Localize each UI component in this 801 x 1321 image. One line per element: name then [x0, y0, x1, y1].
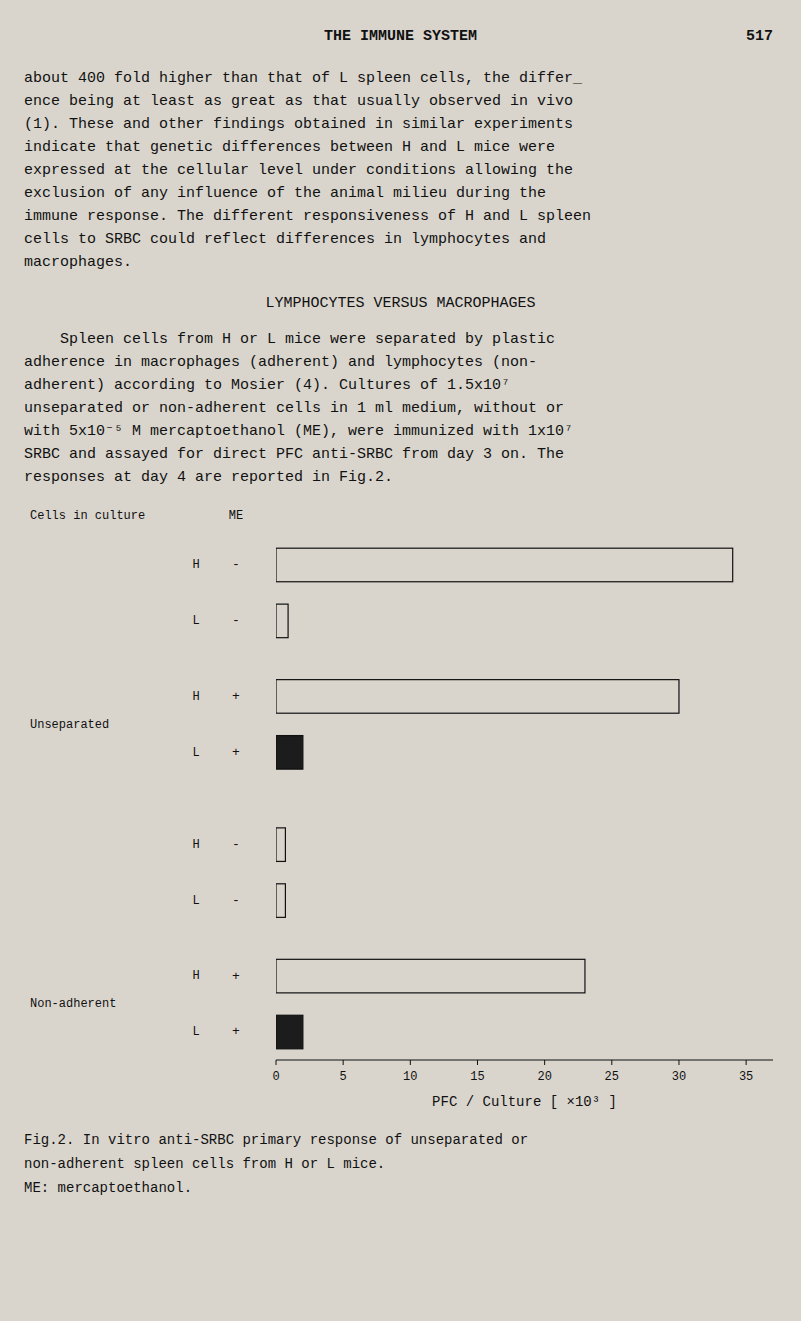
section-title: LYMPHOCYTES VERSUS MACROPHAGES — [265, 295, 535, 312]
category-label: H — [192, 558, 199, 572]
x-tick-label: 25 — [605, 1070, 619, 1084]
body-text: exclusion of any influence of the animal… — [24, 185, 546, 202]
caption: Fig.2. In vitro anti-SRBC primary respon… — [24, 1132, 528, 1148]
bar — [276, 828, 285, 862]
caption: non-adherent spleen cells from H or L mi… — [24, 1156, 385, 1172]
me-label: + — [232, 1024, 240, 1039]
paragraph-text: SRBC and assayed for direct PFC anti-SRB… — [24, 446, 564, 463]
page-title: THE IMMUNE SYSTEM — [324, 28, 477, 45]
body-text: indicate that genetic differences betwee… — [24, 139, 555, 156]
body-text: (1). These and other findings obtained i… — [24, 116, 573, 133]
bar — [276, 680, 679, 714]
bars — [276, 548, 733, 1049]
me-header: ME — [229, 509, 243, 523]
x-tick — [678, 1060, 679, 1065]
x-tick-label: 30 — [672, 1070, 686, 1084]
paragraph-text: Spleen cells from H or L mice were separ… — [24, 331, 555, 348]
bar — [276, 959, 585, 993]
body-text: expressed at the cellular level under co… — [24, 162, 573, 179]
x-tick — [611, 1060, 612, 1065]
x-tick — [746, 1060, 747, 1065]
body-text: ence being at least as great as that usu… — [24, 93, 573, 110]
paragraph-text: with 5x10⁻⁵ M mercaptoethanol (ME), were… — [24, 423, 573, 440]
group-label: Unseparated — [30, 718, 109, 732]
bar — [276, 884, 285, 918]
bar — [276, 604, 288, 638]
category-label: L — [192, 894, 199, 908]
x-tick-label: 0 — [272, 1070, 279, 1084]
page-number: 517 — [746, 28, 773, 45]
page-background — [0, 0, 801, 1321]
x-tick-label: 20 — [537, 1070, 551, 1084]
group-label: Non-adherent — [30, 997, 116, 1011]
category-label: H — [192, 838, 199, 852]
category-header: Cells in culture — [30, 509, 145, 523]
me-label: + — [232, 969, 240, 984]
category-label: L — [192, 1025, 199, 1039]
x-tick-label: 35 — [739, 1070, 753, 1084]
bar — [276, 548, 733, 582]
me-label: - — [232, 613, 240, 628]
x-tick — [343, 1060, 344, 1065]
bar — [276, 736, 303, 770]
body-text: about 400 fold higher than that of L spl… — [24, 70, 583, 87]
me-label: + — [232, 745, 240, 760]
paragraph-text: unseparated or non-adherent cells in 1 m… — [24, 400, 564, 417]
category-label: L — [192, 614, 199, 628]
x-tick-label: 5 — [340, 1070, 347, 1084]
x-tick — [276, 1060, 277, 1065]
x-tick — [544, 1060, 545, 1065]
paragraph-text: adherence in macrophages (adherent) and … — [24, 354, 537, 371]
bar — [276, 1015, 303, 1049]
x-axis-label: PFC / Culture [ ×10³ ] — [432, 1094, 617, 1110]
x-tick — [410, 1060, 411, 1065]
me-label: - — [232, 893, 240, 908]
paragraph-text: adherent) according to Mosier (4). Cultu… — [24, 377, 510, 394]
caption: ME: mercaptoethanol. — [24, 1180, 192, 1196]
category-label: H — [192, 690, 199, 704]
x-tick-label: 10 — [403, 1070, 417, 1084]
body-text: cells to SRBC could reflect differences … — [24, 231, 546, 248]
me-label: + — [232, 689, 240, 704]
me-label: - — [232, 837, 240, 852]
me-label: - — [232, 557, 240, 572]
x-axis-line — [276, 1060, 773, 1061]
paragraph-text: responses at day 4 are reported in Fig.2… — [24, 469, 393, 486]
body-text: macrophages. — [24, 254, 132, 271]
x-tick — [477, 1060, 478, 1065]
body-text: immune response. The different responsiv… — [24, 208, 591, 225]
page: THE IMMUNE SYSTEM 517 about 400 fold highe… — [0, 0, 801, 1321]
x-tick-label: 15 — [470, 1070, 484, 1084]
category-label: L — [192, 746, 199, 760]
category-label: H — [192, 969, 199, 983]
